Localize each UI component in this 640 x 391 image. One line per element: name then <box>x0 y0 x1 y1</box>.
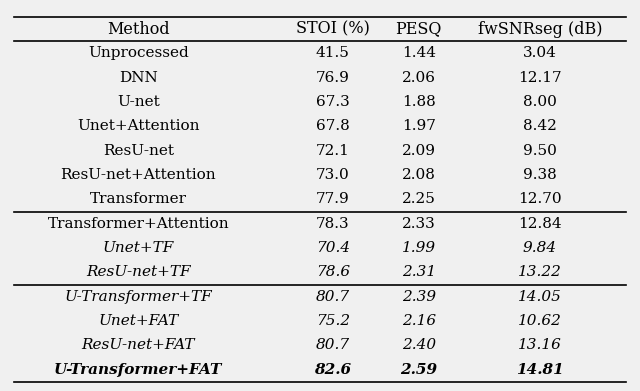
Text: 14.05: 14.05 <box>518 290 562 304</box>
Text: U-Transformer+FAT: U-Transformer+FAT <box>54 363 223 377</box>
Text: 82.6: 82.6 <box>314 363 351 377</box>
Text: Transformer: Transformer <box>90 192 187 206</box>
Text: 2.39: 2.39 <box>402 290 436 304</box>
Text: Transformer+Attention: Transformer+Attention <box>47 217 229 231</box>
Text: 73.0: 73.0 <box>316 168 349 182</box>
Text: 9.50: 9.50 <box>523 144 557 158</box>
Text: 78.6: 78.6 <box>316 265 350 279</box>
Text: ResU-net+Attention: ResU-net+Attention <box>61 168 216 182</box>
Text: 1.88: 1.88 <box>402 95 436 109</box>
Text: ResU-net+TF: ResU-net+TF <box>86 265 191 279</box>
Text: U-Transformer+TF: U-Transformer+TF <box>65 290 212 304</box>
Text: U-net: U-net <box>117 95 160 109</box>
Text: PESQ: PESQ <box>396 21 442 38</box>
Text: 2.33: 2.33 <box>402 217 436 231</box>
Text: 41.5: 41.5 <box>316 47 349 61</box>
Text: 1.44: 1.44 <box>402 47 436 61</box>
Text: 13.22: 13.22 <box>518 265 562 279</box>
Text: 2.08: 2.08 <box>402 168 436 182</box>
Text: 8.00: 8.00 <box>523 95 557 109</box>
Text: STOI (%): STOI (%) <box>296 21 370 38</box>
Text: 12.70: 12.70 <box>518 192 562 206</box>
Text: 72.1: 72.1 <box>316 144 349 158</box>
Text: 75.2: 75.2 <box>316 314 350 328</box>
Text: Unet+TF: Unet+TF <box>102 241 174 255</box>
Text: 9.84: 9.84 <box>523 241 557 255</box>
Text: 2.06: 2.06 <box>402 71 436 85</box>
Text: 12.84: 12.84 <box>518 217 562 231</box>
Text: Unprocessed: Unprocessed <box>88 47 189 61</box>
Text: 3.04: 3.04 <box>523 47 557 61</box>
Text: 1.99: 1.99 <box>402 241 436 255</box>
Text: 67.8: 67.8 <box>316 119 349 133</box>
Text: ResU-net+FAT: ResU-net+FAT <box>82 338 195 352</box>
Text: 2.31: 2.31 <box>402 265 436 279</box>
Text: 80.7: 80.7 <box>316 290 350 304</box>
Text: Unet+FAT: Unet+FAT <box>99 314 179 328</box>
Text: 2.16: 2.16 <box>402 314 436 328</box>
Text: DNN: DNN <box>119 71 158 85</box>
Text: 2.59: 2.59 <box>400 363 437 377</box>
Text: 70.4: 70.4 <box>316 241 350 255</box>
Text: 76.9: 76.9 <box>316 71 349 85</box>
Text: 1.97: 1.97 <box>402 119 436 133</box>
Text: 8.42: 8.42 <box>523 119 557 133</box>
Text: 77.9: 77.9 <box>316 192 349 206</box>
Text: 78.3: 78.3 <box>316 217 349 231</box>
Text: Method: Method <box>107 21 170 38</box>
Text: Unet+Attention: Unet+Attention <box>77 119 200 133</box>
Text: 14.81: 14.81 <box>516 363 564 377</box>
Text: 2.25: 2.25 <box>402 192 436 206</box>
Text: 2.40: 2.40 <box>402 338 436 352</box>
Text: 10.62: 10.62 <box>518 314 562 328</box>
Text: 67.3: 67.3 <box>316 95 349 109</box>
Text: ResU-net: ResU-net <box>103 144 174 158</box>
Text: 9.38: 9.38 <box>523 168 557 182</box>
Text: 80.7: 80.7 <box>316 338 350 352</box>
Text: fwSNRseg (dB): fwSNRseg (dB) <box>477 21 602 38</box>
Text: 12.17: 12.17 <box>518 71 562 85</box>
Text: 13.16: 13.16 <box>518 338 562 352</box>
Text: 2.09: 2.09 <box>402 144 436 158</box>
